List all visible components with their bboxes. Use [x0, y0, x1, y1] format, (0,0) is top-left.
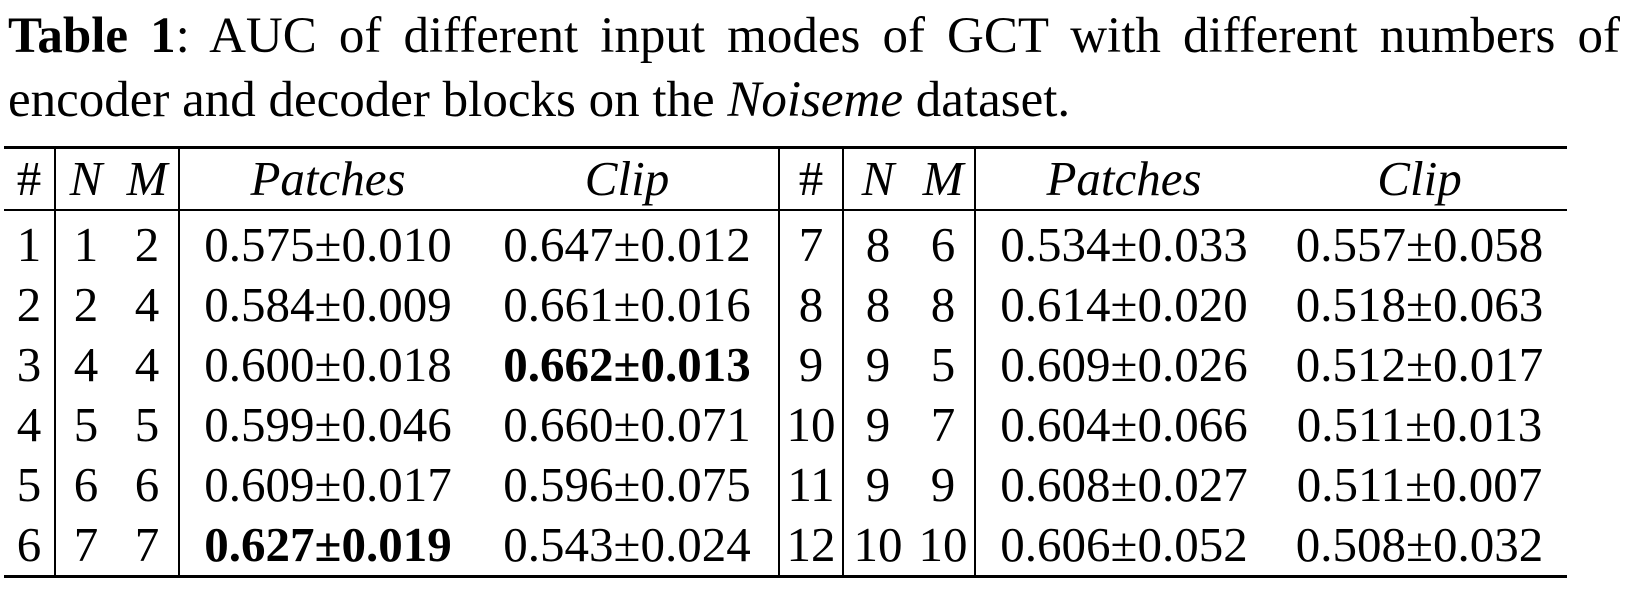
table-row: 2 2 4 0.584±0.009 0.661±0.016 8 8 8 0.614±0.020 0… — [4, 275, 1567, 335]
header-clip: Clip — [476, 146, 779, 211]
header-m-2: M — [912, 146, 975, 211]
table-row: 1 1 2 0.575±0.010 0.647±0.012 7 8 6 0.534±0.033 0… — [4, 215, 1567, 275]
cell-clip-2: 0.557±0.058 — [1295, 217, 1544, 272]
header-clip-2: Clip — [1272, 146, 1567, 211]
cell-n: 2 — [54, 275, 116, 335]
cell-patches-2: 0.604±0.066 — [974, 395, 1272, 455]
cell-n-2: 8 — [842, 275, 912, 335]
cell-m-2: 10 — [912, 515, 975, 578]
cell-index-2: 12 — [778, 515, 843, 578]
cell-index-2: 11 — [778, 455, 843, 515]
cell-index: 3 — [16, 337, 42, 392]
cell-m-2: 7 — [930, 397, 956, 452]
cell-m: 6 — [134, 457, 160, 512]
caption-text-after: dataset. — [903, 72, 1071, 128]
header-index-2: # — [778, 146, 843, 211]
cell-index-2: 8 — [778, 275, 843, 335]
caption-dataset-name: Noiseme — [727, 72, 904, 128]
cell-m-2: 5 — [930, 337, 956, 392]
cell-n: 5 — [54, 395, 116, 455]
table-row: 3 4 4 0.600±0.018 0.662±0.013 9 9 5 0.609±0.026 0… — [4, 335, 1567, 395]
cell-clip: 0.543±0.024 — [476, 515, 779, 578]
cell-index: 1 — [16, 217, 42, 272]
cell-m: 5 — [134, 397, 160, 452]
header-patches-2: Patches — [974, 146, 1272, 211]
cell-n: 1 — [54, 215, 116, 275]
cell-clip-2: 0.511±0.007 — [1296, 457, 1543, 512]
header-n-2: N — [842, 146, 912, 211]
cell-patches-2: 0.614±0.020 — [974, 275, 1272, 335]
cell-n-2: 8 — [842, 215, 912, 275]
cell-clip: 0.661±0.016 — [503, 277, 751, 332]
cell-clip: 0.660±0.071 — [503, 397, 751, 452]
cell-clip: 0.596±0.075 — [503, 457, 751, 512]
header-row: # N M Patches Clip # N M Patches Clip — [4, 146, 1567, 211]
cell-m-2: 8 — [930, 277, 956, 332]
cell-index: 5 — [16, 457, 42, 512]
cell-patches: 0.627±0.019 — [178, 515, 476, 578]
cell-patches-2: 0.606±0.052 — [974, 515, 1272, 578]
cell-patches: 0.609±0.017 — [178, 455, 476, 515]
cell-index-2: 10 — [778, 395, 843, 455]
cell-m: 4 — [134, 337, 160, 392]
table-caption: Table 1: AUC of different input modes of… — [8, 4, 1620, 132]
header-patches: Patches — [178, 146, 476, 211]
cell-m: 4 — [134, 277, 160, 332]
caption-text-before: : AUC of different input modes of GCT wi… — [8, 8, 1620, 128]
cell-index: 6 — [4, 515, 55, 578]
cell-patches: 0.584±0.009 — [178, 275, 476, 335]
cell-patches: 0.599±0.046 — [178, 395, 476, 455]
cell-index: 2 — [16, 277, 42, 332]
cell-m: 7 — [116, 515, 179, 578]
header-index: # — [4, 146, 55, 211]
header-m: M — [116, 146, 179, 211]
cell-clip-2: 0.512±0.017 — [1295, 337, 1544, 392]
cell-clip-2: 0.518±0.063 — [1295, 277, 1544, 332]
cell-n: 4 — [54, 335, 116, 395]
cell-n-2: 10 — [842, 515, 912, 578]
spacer-row — [4, 210, 1567, 215]
cell-patches-2: 0.534±0.033 — [974, 215, 1272, 275]
cell-index-2: 9 — [778, 335, 843, 395]
cell-index: 4 — [16, 397, 42, 452]
cell-clip-2: 0.511±0.013 — [1296, 397, 1543, 452]
cell-n: 6 — [54, 455, 116, 515]
cell-patches: 0.575±0.010 — [178, 215, 476, 275]
cell-n-2: 9 — [842, 335, 912, 395]
table-row: 6 7 7 0.627±0.019 0.543±0.024 12 10 10 0.606±0.0… — [4, 515, 1567, 578]
cell-patches: 0.600±0.018 — [178, 335, 476, 395]
cell-clip: 0.662±0.013 — [503, 337, 751, 392]
caption-label: Table 1 — [8, 8, 176, 64]
cell-patches-2: 0.609±0.026 — [974, 335, 1272, 395]
cell-n: 7 — [54, 515, 116, 578]
cell-n-2: 9 — [842, 455, 912, 515]
header-n: N — [54, 146, 116, 211]
cell-n-2: 9 — [842, 395, 912, 455]
cell-clip: 0.647±0.012 — [503, 217, 751, 272]
cell-m-2: 9 — [930, 457, 956, 512]
cell-m: 2 — [134, 217, 160, 272]
table-row: 4 5 5 0.599±0.046 0.660±0.071 10 9 7 0.604±0.066… — [4, 395, 1567, 455]
table-row: 5 6 6 0.609±0.017 0.596±0.075 11 9 9 0.608±0.027… — [4, 455, 1567, 515]
cell-patches-2: 0.608±0.027 — [974, 455, 1272, 515]
cell-index-2: 7 — [778, 215, 843, 275]
cell-clip-2: 0.508±0.032 — [1272, 515, 1567, 578]
cell-m-2: 6 — [930, 217, 956, 272]
